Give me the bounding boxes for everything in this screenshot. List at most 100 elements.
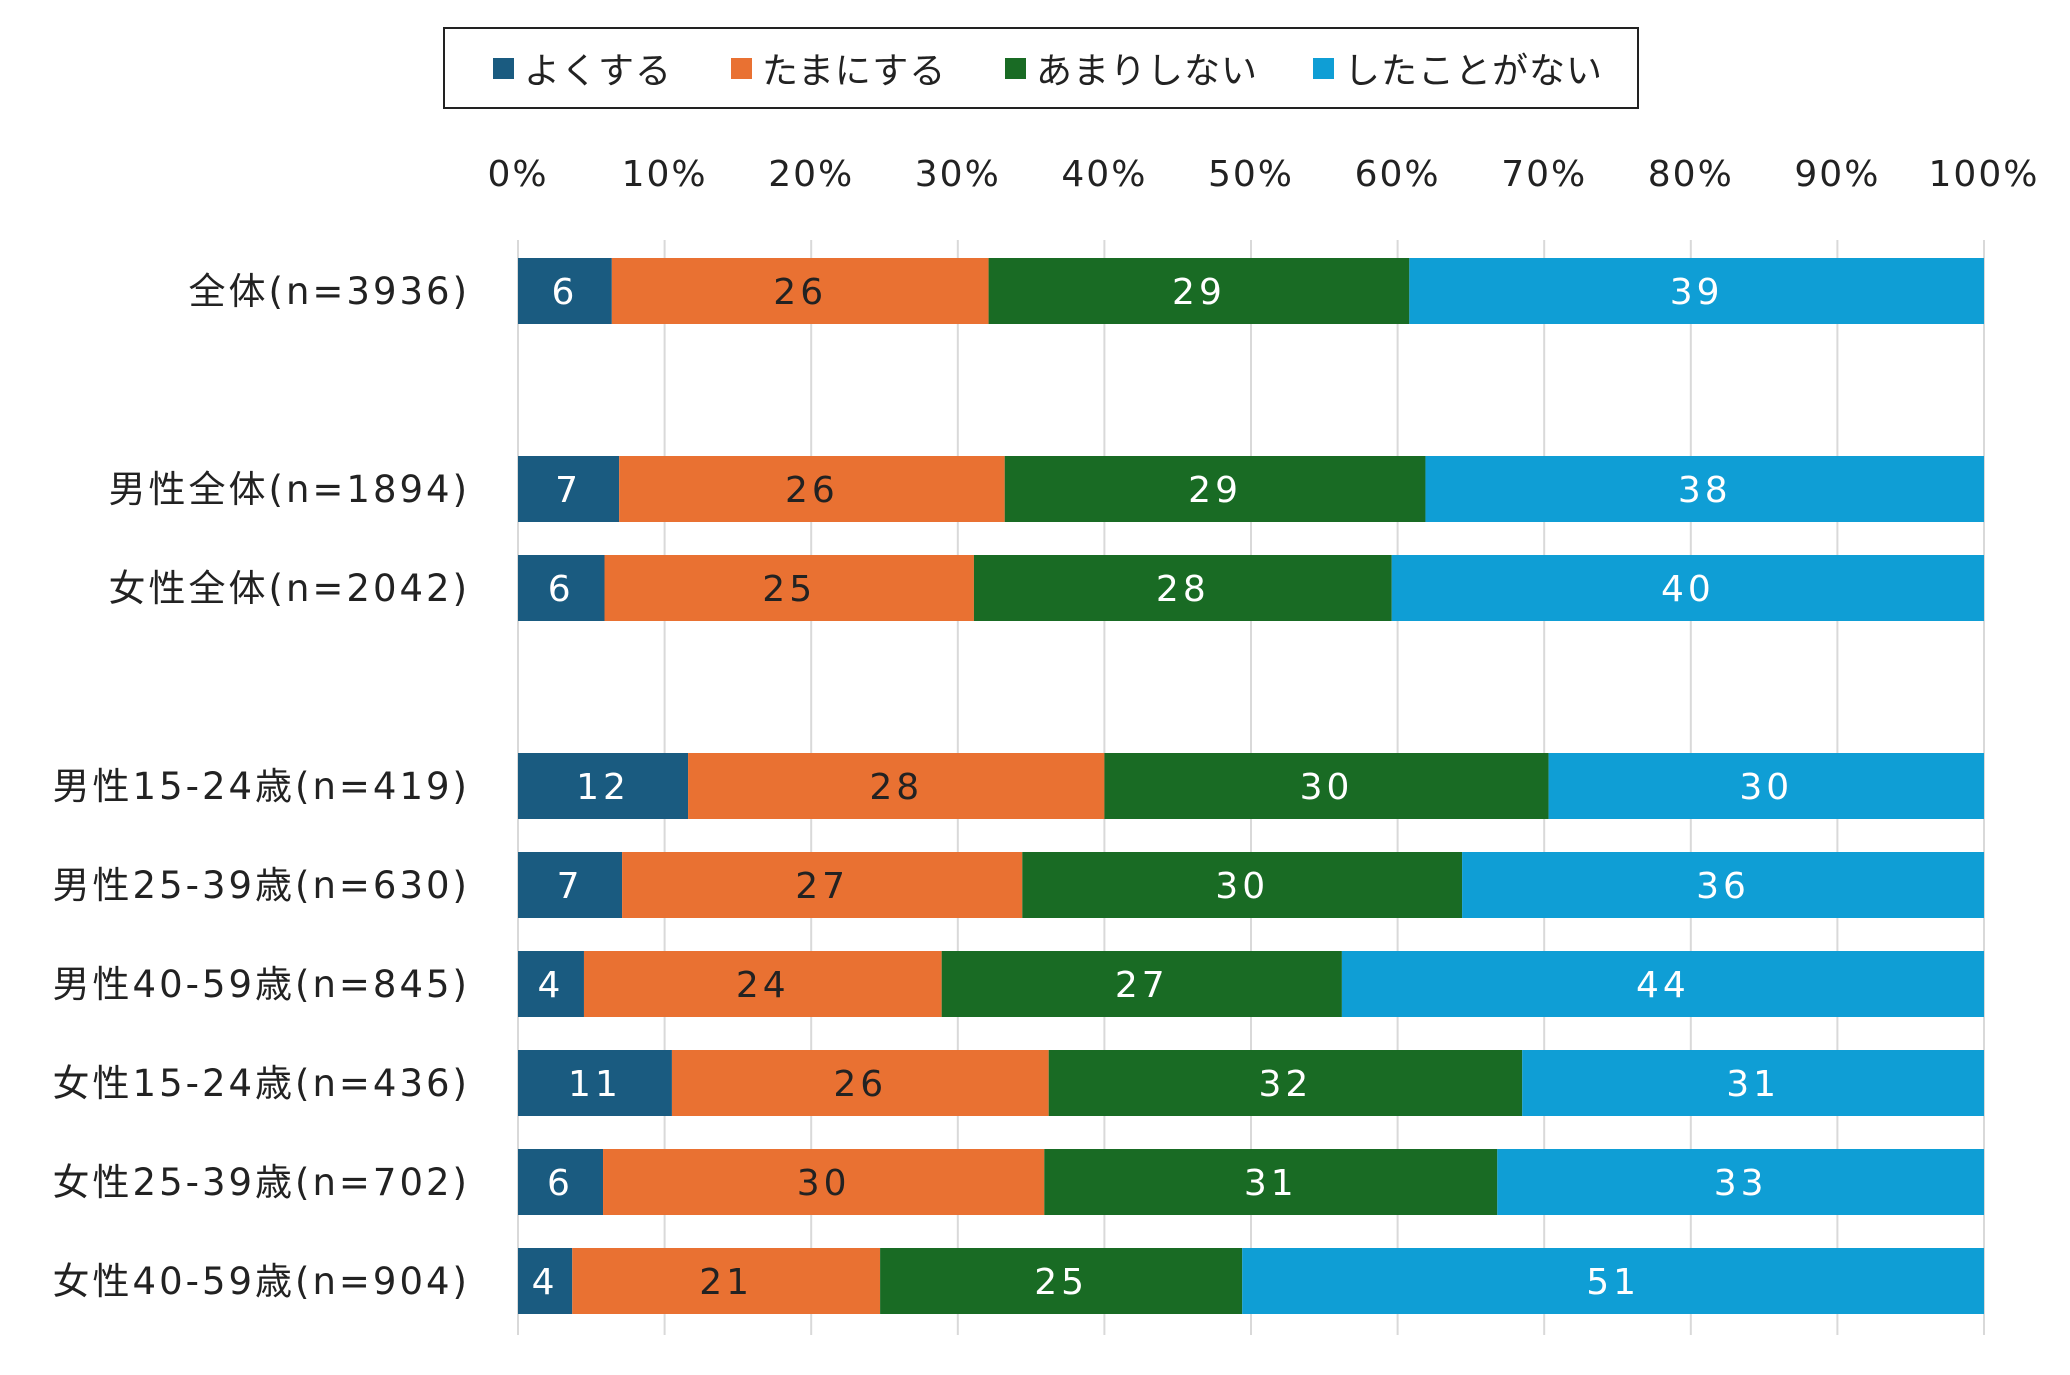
data-label: 30: [797, 1163, 851, 1204]
bar-segment: [518, 1149, 604, 1215]
data-label: 32: [1259, 1064, 1313, 1105]
legend-swatch: [1313, 57, 1334, 79]
data-label: 21: [699, 1262, 753, 1303]
x-tick-label: 0%: [487, 154, 548, 195]
x-tick-label: 60%: [1355, 154, 1441, 195]
data-label: 4: [532, 1262, 559, 1303]
x-tick-label: 50%: [1208, 154, 1294, 195]
x-tick-label: 90%: [1794, 154, 1880, 195]
data-label: 29: [1172, 272, 1226, 313]
data-label: 25: [1034, 1262, 1088, 1303]
x-tick-label: 20%: [768, 154, 854, 195]
data-label: 38: [1678, 470, 1732, 511]
legend-swatch: [731, 57, 752, 79]
category-label: 女性全体(n=2042): [109, 567, 470, 610]
legend-label: よくする: [524, 51, 673, 92]
bar-segment: [518, 456, 620, 522]
data-label: 27: [1115, 965, 1169, 1006]
category-label: 女性40-59歳(n=904): [53, 1260, 470, 1303]
bar-segment: [604, 555, 974, 621]
x-tick-label: 30%: [915, 154, 1001, 195]
bar-segment: [1391, 555, 1984, 621]
bar-segment: [1425, 456, 1984, 522]
legend-label: たまにする: [762, 51, 947, 92]
bar-segment: [518, 1248, 573, 1314]
data-label: 24: [736, 965, 790, 1006]
bar-segment: [583, 951, 942, 1017]
data-label: 30: [1215, 866, 1269, 907]
data-label: 51: [1586, 1262, 1640, 1303]
legend-label: したことがない: [1344, 51, 1604, 92]
bar-segment: [603, 1149, 1045, 1215]
bar-segment: [1044, 1149, 1498, 1215]
bar-segment: [518, 1050, 672, 1116]
category-label: 全体(n=3936): [189, 270, 470, 313]
data-label: 6: [548, 569, 575, 610]
bar-segment: [880, 1248, 1243, 1314]
bar-segment: [1341, 951, 1984, 1017]
legend-item-shita-koto-ga-nai: したことがない: [1313, 29, 1603, 107]
bar-segment: [1548, 753, 1984, 819]
data-label: 30: [1739, 767, 1793, 808]
data-label: 27: [795, 866, 849, 907]
data-label: 11: [568, 1064, 622, 1105]
x-tick-label: 80%: [1648, 154, 1734, 195]
category-label: 男性15-24歳(n=419): [53, 765, 470, 808]
bar-segment: [1242, 1248, 1984, 1314]
data-label: 26: [785, 470, 839, 511]
data-label: 30: [1300, 767, 1354, 808]
data-label: 28: [869, 767, 923, 808]
data-label: 6: [547, 1163, 574, 1204]
data-label: 6: [551, 272, 578, 313]
bar-segment: [518, 852, 623, 918]
bar-segment: [611, 258, 989, 324]
legend-item-yoku-suru: よくする: [493, 29, 672, 107]
category-label: 女性25-39歳(n=702): [53, 1161, 470, 1204]
bar-segment: [671, 1050, 1049, 1116]
data-label: 36: [1696, 866, 1750, 907]
data-label: 28: [1156, 569, 1210, 610]
bar-segment: [1497, 1149, 1984, 1215]
bar-segment: [988, 258, 1410, 324]
data-label: 26: [773, 272, 827, 313]
data-label: 4: [538, 965, 565, 1006]
bar-segment: [973, 555, 1392, 621]
bar-segment: [619, 456, 1005, 522]
legend-swatch: [493, 57, 514, 79]
legend: よくする たまにする あまりしない したことがない: [443, 27, 1639, 109]
data-label: 29: [1188, 470, 1242, 511]
data-label: 31: [1244, 1163, 1298, 1204]
category-label: 男性25-39歳(n=630): [53, 864, 470, 907]
bar-segment: [518, 951, 584, 1017]
bar-segment: [1004, 456, 1426, 522]
x-tick-label: 70%: [1501, 154, 1587, 195]
bar-segment: [622, 852, 1023, 918]
x-tick-label: 10%: [622, 154, 708, 195]
bar-segment: [518, 258, 612, 324]
legend-item-amari-shinai: あまりしない: [1005, 29, 1258, 107]
bar-segment: [941, 951, 1342, 1017]
category-label: 男性40-59歳(n=845): [53, 963, 470, 1006]
x-tick-label: 100%: [1929, 154, 2040, 195]
data-label: 7: [555, 470, 582, 511]
legend-swatch: [1005, 57, 1026, 79]
bar-segment: [572, 1248, 881, 1314]
data-label: 25: [762, 569, 816, 610]
bar-segment: [1462, 852, 1984, 918]
data-label: 44: [1636, 965, 1690, 1006]
bar-segment: [518, 753, 689, 819]
bar-segment: [1522, 1050, 1984, 1116]
bar-segment: [1022, 852, 1463, 918]
bar-segment: [1048, 1050, 1523, 1116]
category-label: 女性15-24歳(n=436): [53, 1062, 470, 1105]
bar-segment: [518, 555, 605, 621]
category-label: 男性全体(n=1894): [109, 468, 470, 511]
legend-label: あまりしない: [1036, 51, 1259, 92]
data-label: 7: [557, 866, 584, 907]
data-label: 33: [1714, 1163, 1768, 1204]
data-label: 39: [1670, 272, 1724, 313]
x-tick-label: 40%: [1061, 154, 1147, 195]
data-label: 40: [1661, 569, 1715, 610]
legend-item-tamani-suru: たまにする: [731, 29, 946, 107]
